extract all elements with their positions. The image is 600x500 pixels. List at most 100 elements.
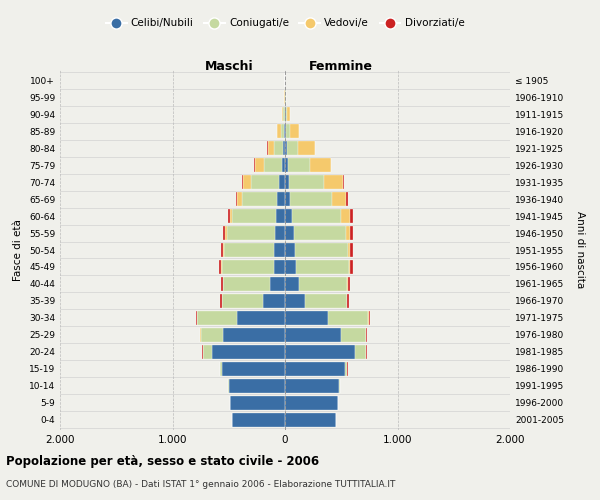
Bar [346, 226, 350, 240]
Legend: Celibi/Nubili, Coniugati/e, Vedovi/e, Divorziati/e: Celibi/Nubili, Coniugati/e, Vedovi/e, Di… [101, 14, 469, 32]
Bar [254, 158, 263, 172]
Bar [227, 226, 275, 240]
Bar [222, 260, 274, 274]
Bar [237, 192, 242, 206]
Bar [347, 277, 348, 291]
Bar [200, 328, 223, 342]
Bar [287, 107, 290, 121]
Bar [285, 226, 294, 240]
Bar [285, 379, 339, 393]
Bar [298, 141, 315, 155]
Bar [285, 141, 287, 155]
Bar [349, 260, 350, 274]
Bar [220, 260, 221, 274]
Bar [232, 413, 285, 427]
Bar [288, 158, 310, 172]
Bar [344, 362, 347, 376]
Bar [287, 141, 298, 155]
Bar [222, 362, 285, 376]
Bar [285, 124, 286, 138]
Bar [251, 175, 279, 189]
Bar [223, 243, 224, 257]
Bar [285, 209, 292, 223]
Bar [224, 243, 274, 257]
Bar [281, 158, 285, 172]
Y-axis label: Fasce di età: Fasce di età [13, 219, 23, 281]
Bar [341, 328, 366, 342]
Bar [242, 192, 277, 206]
Bar [285, 158, 288, 172]
Bar [221, 277, 223, 291]
Bar [196, 311, 197, 325]
Bar [229, 379, 285, 393]
Text: Femmine: Femmine [309, 60, 373, 72]
Bar [348, 277, 350, 291]
Bar [299, 277, 347, 291]
Bar [284, 124, 285, 138]
Bar [221, 243, 223, 257]
Bar [285, 328, 341, 342]
Bar [285, 175, 289, 189]
Bar [274, 141, 283, 155]
Bar [281, 124, 284, 138]
Bar [197, 311, 236, 325]
Bar [294, 226, 346, 240]
Bar [230, 396, 285, 410]
Bar [230, 209, 232, 223]
Bar [243, 175, 251, 189]
Bar [343, 175, 344, 189]
Bar [220, 294, 222, 308]
Bar [347, 294, 349, 308]
Bar [236, 311, 285, 325]
Bar [289, 175, 324, 189]
Bar [285, 413, 335, 427]
Bar [332, 192, 346, 206]
Bar [346, 192, 348, 206]
Bar [268, 141, 274, 155]
Bar [285, 345, 355, 359]
Bar [305, 294, 347, 308]
Bar [220, 362, 222, 376]
Bar [286, 124, 290, 138]
Bar [275, 226, 285, 240]
Bar [350, 260, 353, 274]
Bar [228, 209, 230, 223]
Bar [276, 209, 285, 223]
Bar [295, 243, 348, 257]
Bar [310, 158, 331, 172]
Y-axis label: Anni di nascita: Anni di nascita [575, 212, 585, 288]
Bar [324, 175, 343, 189]
Bar [285, 277, 299, 291]
Bar [368, 311, 370, 325]
Bar [226, 226, 227, 240]
Bar [277, 124, 281, 138]
Bar [290, 124, 299, 138]
Bar [271, 277, 285, 291]
Bar [286, 107, 287, 121]
Bar [285, 260, 296, 274]
Bar [242, 175, 243, 189]
Bar [285, 396, 338, 410]
Bar [279, 175, 285, 189]
Bar [222, 294, 263, 308]
Bar [285, 294, 305, 308]
Text: Popolazione per età, sesso e stato civile - 2006: Popolazione per età, sesso e stato civil… [6, 455, 319, 468]
Bar [274, 260, 285, 274]
Bar [285, 192, 290, 206]
Bar [223, 328, 285, 342]
Bar [285, 311, 328, 325]
Bar [285, 243, 295, 257]
Text: COMUNE DI MODUGNO (BA) - Dati ISTAT 1° gennaio 2006 - Elaborazione TUTTITALIA.IT: COMUNE DI MODUGNO (BA) - Dati ISTAT 1° g… [6, 480, 395, 489]
Bar [274, 243, 285, 257]
Bar [296, 260, 349, 274]
Text: Maschi: Maschi [205, 60, 253, 72]
Bar [203, 345, 212, 359]
Bar [290, 192, 332, 206]
Bar [341, 209, 350, 223]
Bar [223, 226, 226, 240]
Bar [355, 345, 366, 359]
Bar [236, 192, 237, 206]
Bar [350, 243, 353, 257]
Bar [348, 243, 350, 257]
Bar [328, 311, 368, 325]
